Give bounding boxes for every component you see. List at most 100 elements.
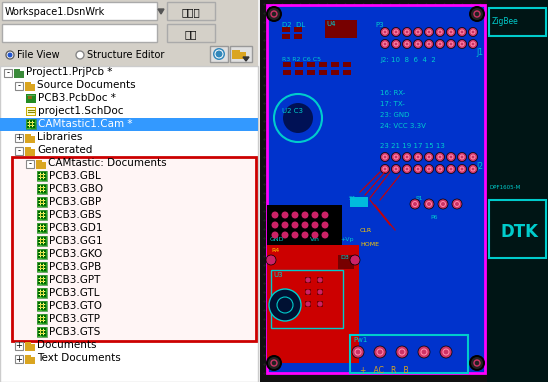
Bar (282, 27, 290, 32)
Bar (27, 95, 35, 96)
Bar (44, 185, 46, 187)
Text: CAMtastic1.Cam *: CAMtastic1.Cam * (38, 119, 133, 129)
Bar (38, 318, 40, 320)
Text: 16: RX-: 16: RX- (380, 90, 406, 96)
Bar (37, 301, 47, 311)
Bar (38, 321, 40, 323)
Circle shape (440, 346, 452, 358)
Circle shape (458, 28, 466, 37)
Bar (38, 240, 40, 242)
Bar (317, 289, 323, 295)
Circle shape (458, 152, 466, 162)
Circle shape (322, 212, 328, 219)
Text: R4: R4 (271, 248, 279, 253)
Bar (230, 46, 252, 62)
Bar (44, 334, 46, 336)
Circle shape (282, 231, 288, 238)
Bar (44, 282, 46, 284)
Bar (38, 191, 40, 193)
Circle shape (301, 222, 309, 228)
Circle shape (292, 231, 299, 238)
Circle shape (283, 103, 313, 133)
Bar (41, 318, 43, 320)
Text: PCB3.GD1: PCB3.GD1 (49, 223, 102, 233)
Bar (37, 293, 42, 298)
Text: U3: U3 (273, 272, 283, 278)
Bar (44, 315, 46, 317)
Bar (25, 355, 31, 358)
Bar (37, 189, 42, 194)
Bar (38, 279, 40, 281)
Text: GND: GND (270, 237, 284, 242)
Circle shape (76, 51, 84, 59)
Circle shape (418, 346, 430, 358)
Bar (33, 120, 35, 122)
Bar (37, 288, 47, 298)
Circle shape (436, 165, 444, 173)
Bar (44, 243, 46, 245)
Bar (44, 295, 46, 297)
Bar (38, 175, 40, 177)
Bar (0, 0, 258, 22)
Bar (39, 277, 45, 283)
Bar (267, 245, 359, 363)
Bar (37, 202, 42, 207)
Bar (44, 253, 46, 255)
Text: R3 R2 C6 C5: R3 R2 C6 C5 (282, 57, 321, 62)
Text: PCB3.GTO: PCB3.GTO (49, 301, 102, 311)
Bar (42, 215, 47, 220)
Text: 工程: 工程 (185, 29, 197, 39)
Circle shape (402, 39, 412, 49)
Bar (38, 201, 40, 203)
Bar (37, 249, 42, 254)
Bar (44, 204, 46, 206)
Bar (26, 124, 31, 129)
Circle shape (425, 165, 433, 173)
Circle shape (380, 165, 390, 173)
Bar (232, 50, 240, 53)
Bar (41, 279, 43, 281)
Bar (38, 250, 40, 252)
Text: Workspace1.DsnWrk: Workspace1.DsnWrk (5, 7, 105, 17)
Circle shape (469, 39, 477, 49)
Circle shape (469, 355, 485, 371)
Bar (167, 2, 215, 20)
Bar (44, 224, 46, 226)
Bar (0, 0, 258, 382)
Bar (29, 122, 33, 126)
Bar (44, 188, 46, 190)
Bar (42, 197, 47, 202)
Circle shape (414, 152, 423, 162)
Bar (33, 126, 35, 128)
Bar (41, 282, 43, 284)
Bar (41, 276, 43, 278)
Bar (25, 342, 31, 345)
Text: CLR: CLR (360, 228, 372, 233)
Bar (44, 237, 46, 239)
Circle shape (436, 152, 444, 162)
Text: 23: GND: 23: GND (380, 112, 409, 118)
Circle shape (213, 48, 225, 60)
Bar (42, 275, 47, 280)
Bar (15, 82, 23, 90)
Bar (210, 46, 228, 62)
Bar (0, 118, 258, 131)
Bar (38, 214, 40, 216)
Bar (41, 172, 43, 174)
Bar (37, 262, 42, 267)
Circle shape (301, 212, 309, 219)
Bar (38, 256, 40, 258)
Bar (33, 123, 35, 125)
Bar (37, 236, 42, 241)
Bar (38, 204, 40, 206)
Circle shape (436, 39, 444, 49)
Bar (38, 224, 40, 226)
Bar (26, 107, 36, 116)
Text: J1: J1 (476, 48, 483, 57)
Bar (25, 357, 35, 364)
Text: PCB3.GTL: PCB3.GTL (49, 288, 100, 298)
Bar (31, 124, 36, 129)
Bar (44, 256, 46, 258)
Bar (41, 214, 43, 216)
Bar (343, 70, 351, 75)
